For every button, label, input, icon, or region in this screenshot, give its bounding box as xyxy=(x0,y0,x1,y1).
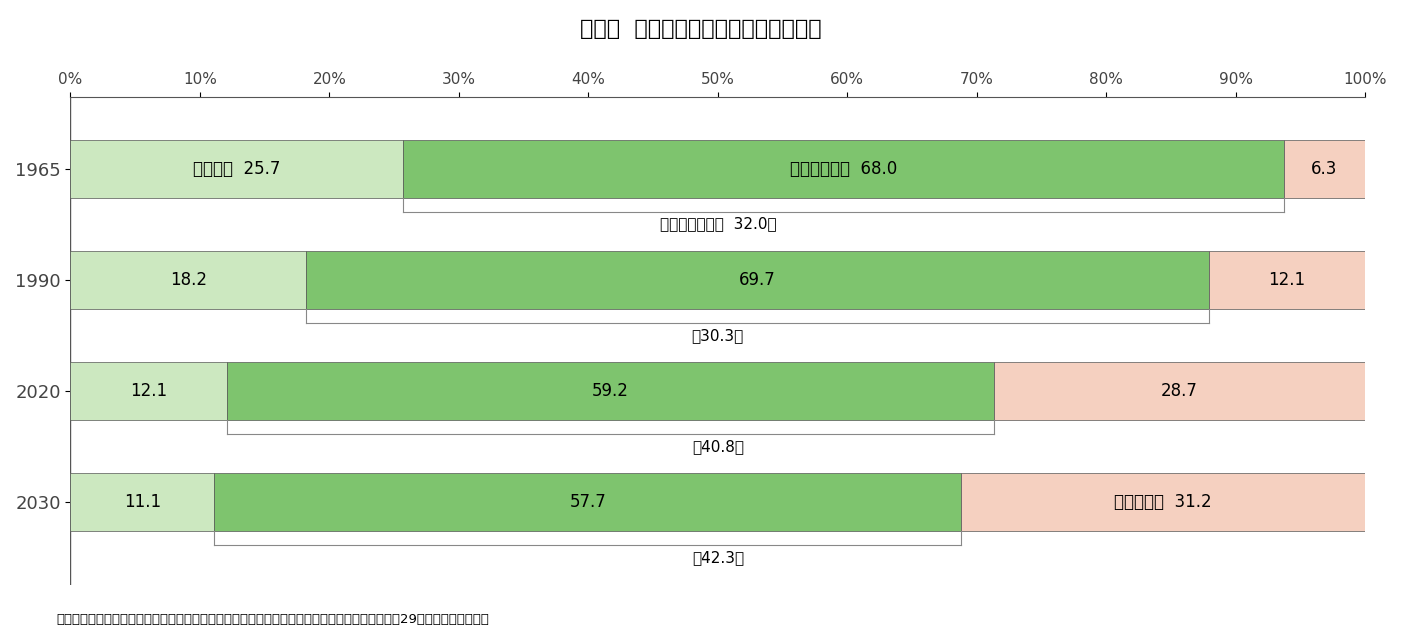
Bar xyxy=(404,140,1284,198)
Bar xyxy=(1284,140,1366,198)
Text: （40.8）: （40.8） xyxy=(691,439,744,454)
Text: 出所：総務省統計局「国勢調査」、国立社会保障・人口問題研究所「日本の将来推計人口（平成29年推計）」より作成: 出所：総務省統計局「国勢調査」、国立社会保障・人口問題研究所「日本の将来推計人口… xyxy=(56,612,489,626)
Text: 18.2: 18.2 xyxy=(170,271,207,289)
Text: 12.1: 12.1 xyxy=(1269,271,1305,289)
Text: 図表２  年齢３区分別人口構成比の推移: 図表２ 年齢３区分別人口構成比の推移 xyxy=(580,19,822,39)
Bar xyxy=(70,140,404,198)
Bar xyxy=(994,362,1366,420)
Bar xyxy=(962,473,1366,531)
Text: 年少人口  25.7: 年少人口 25.7 xyxy=(193,160,280,178)
Bar xyxy=(306,251,1209,309)
Bar xyxy=(70,251,306,309)
Bar xyxy=(1209,251,1366,309)
Text: 6.3: 6.3 xyxy=(1311,160,1338,178)
Text: 11.1: 11.1 xyxy=(123,493,161,511)
Text: 59.2: 59.2 xyxy=(592,382,629,400)
Bar xyxy=(70,473,215,531)
Text: 12.1: 12.1 xyxy=(130,382,167,400)
Text: （42.3）: （42.3） xyxy=(691,550,744,565)
Text: 28.7: 28.7 xyxy=(1161,382,1197,400)
Text: （従属人口比率  32.0）: （従属人口比率 32.0） xyxy=(659,217,777,231)
Bar xyxy=(227,362,994,420)
Bar xyxy=(70,362,227,420)
Bar xyxy=(215,473,962,531)
Text: 生産年齢人口  68.0: 生産年齢人口 68.0 xyxy=(789,160,897,178)
Text: 69.7: 69.7 xyxy=(739,271,775,289)
Text: 高齢者人口  31.2: 高齢者人口 31.2 xyxy=(1115,493,1213,511)
Text: （30.3）: （30.3） xyxy=(691,327,744,343)
Text: 57.7: 57.7 xyxy=(569,493,606,511)
